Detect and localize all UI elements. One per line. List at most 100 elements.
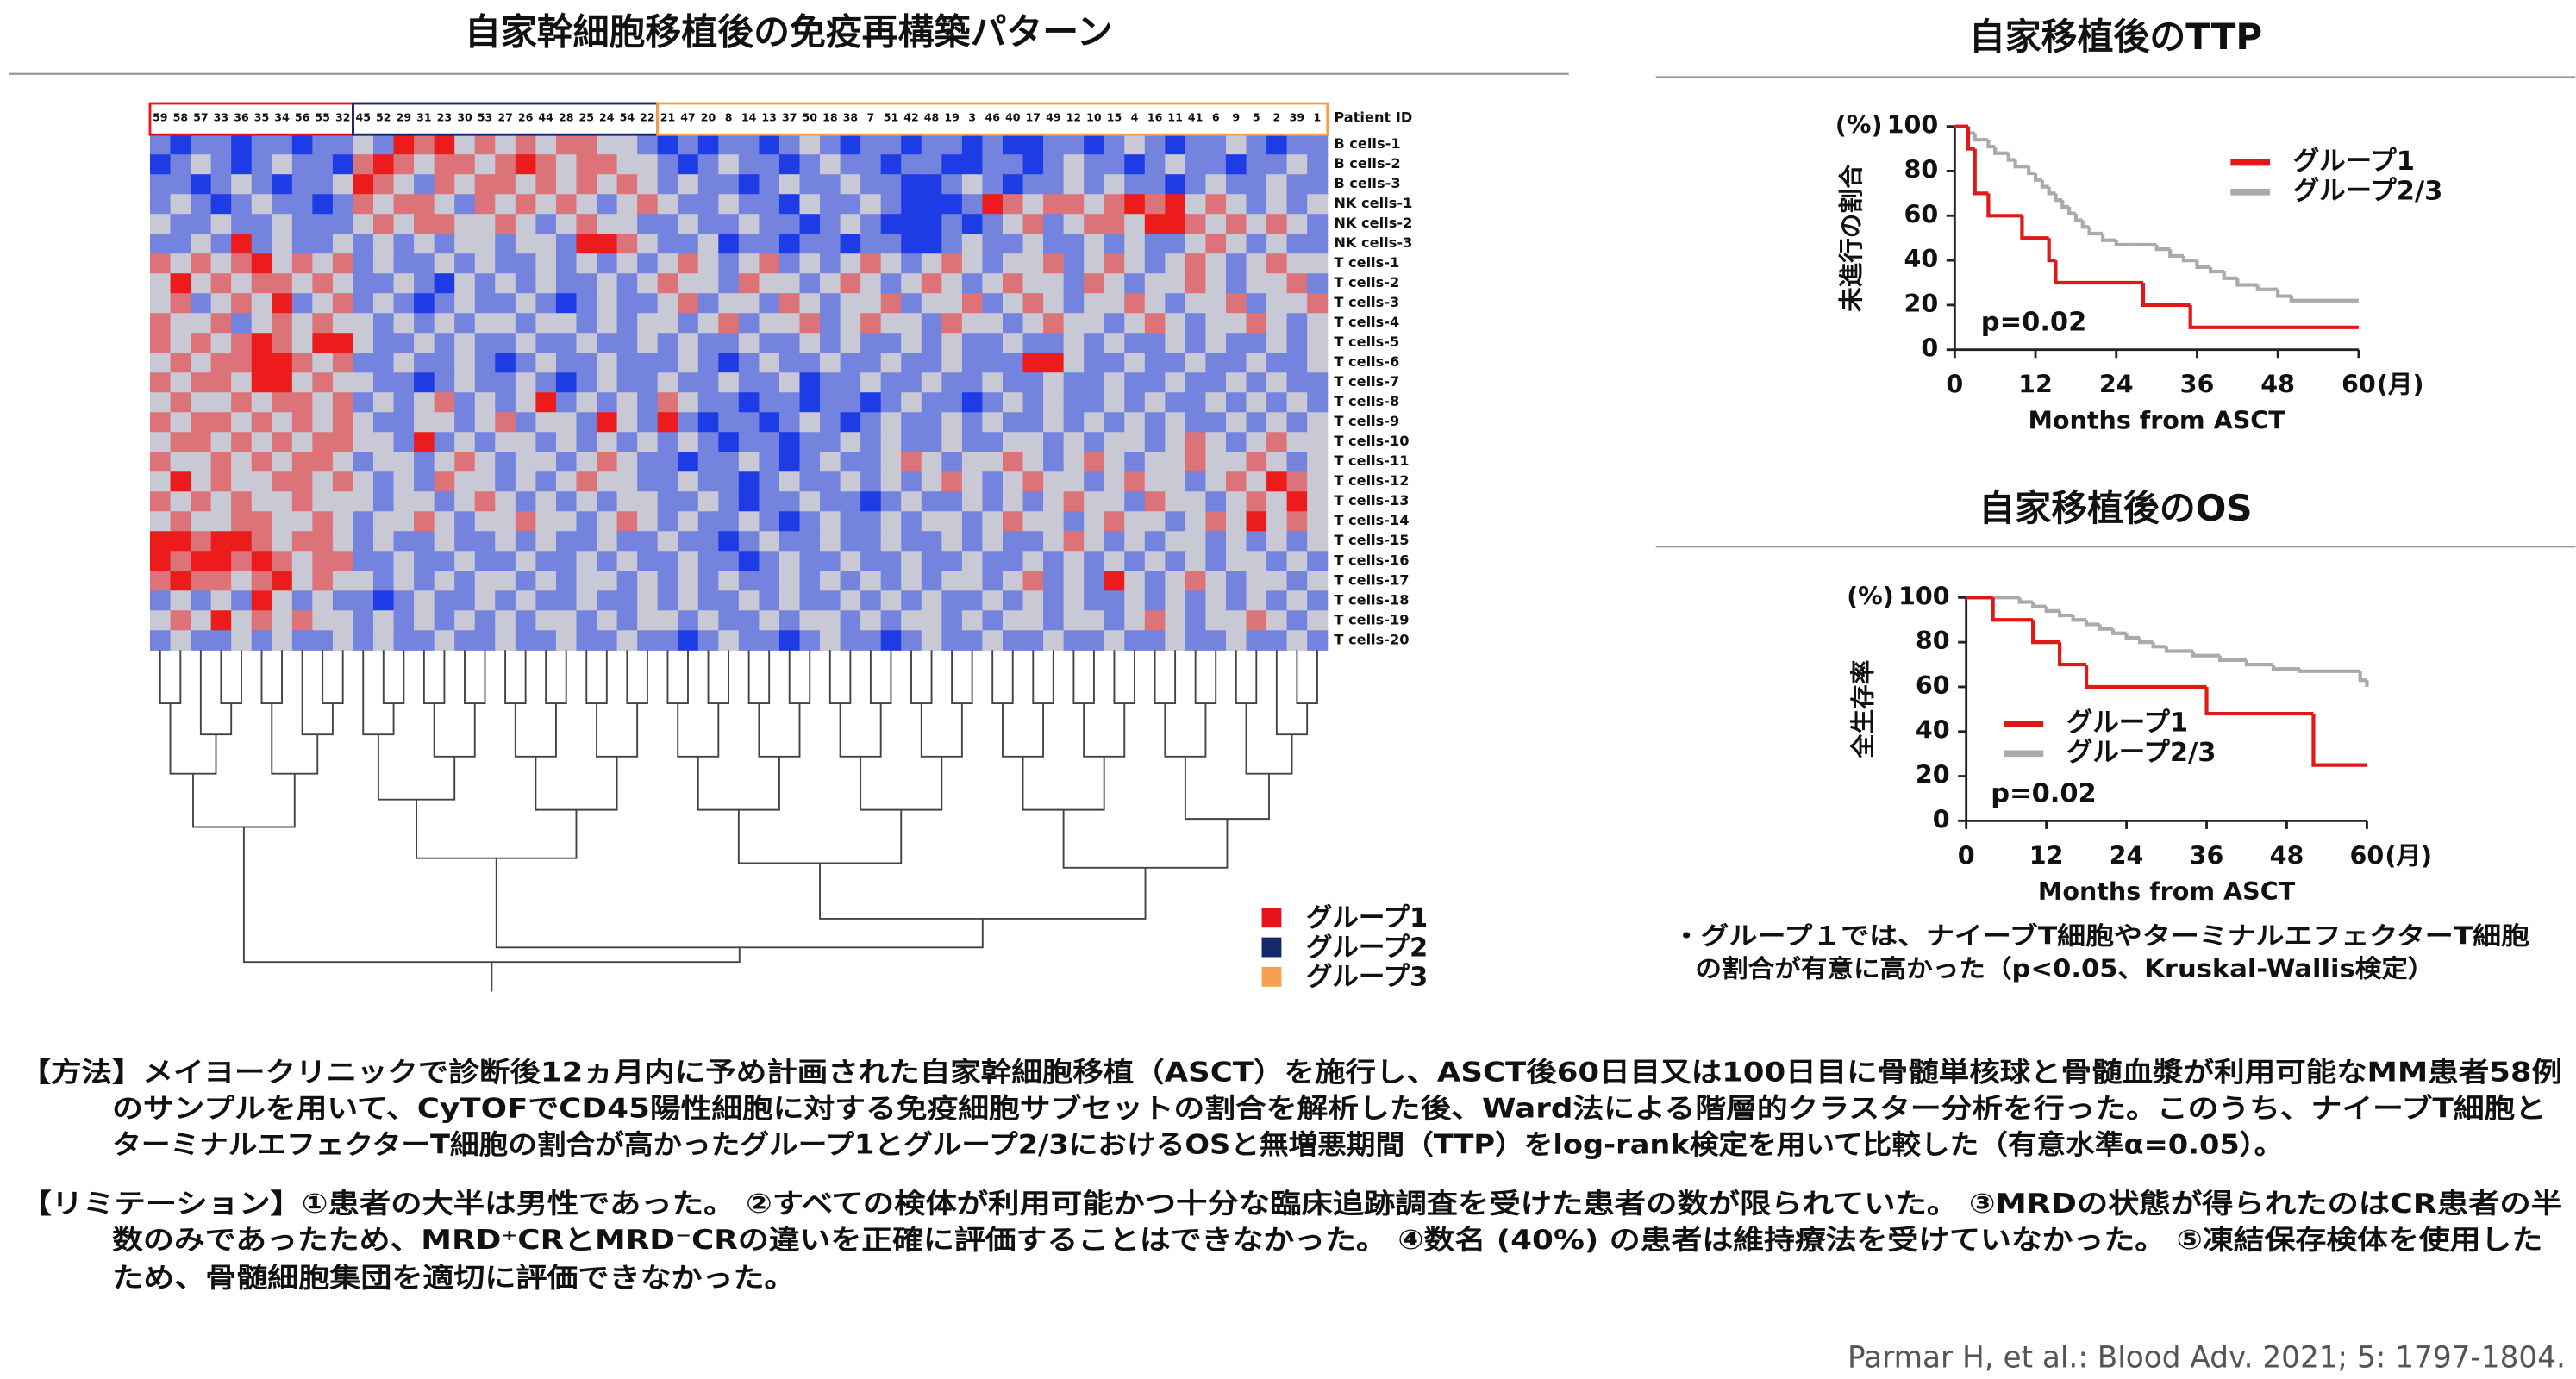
heat-cell [901,571,922,591]
heat-cell [191,491,212,512]
heat-cell [170,372,191,393]
heat-cell [495,531,516,552]
x-axis-title: Months from ASCT [2038,877,2296,906]
heat-cell [191,392,212,413]
patient-id: 27 [497,111,512,124]
heat-cell [576,551,597,571]
heat-cell [901,293,922,314]
heat-cell [1084,551,1105,571]
heat-cell [1165,511,1186,532]
heat-cell [880,214,902,234]
heat-cell [1266,134,1288,155]
heat-cell [353,134,374,155]
heat-cell [414,452,435,472]
heat-cell [332,333,354,353]
heat-cell [1124,174,1146,195]
heat-cell [210,234,232,254]
dendrogram-link [910,650,933,705]
survival-step [2168,249,2184,259]
heat-cell [576,610,597,631]
dendrogram-link [1022,756,1105,811]
heat-cell [210,372,232,393]
heat-cell [414,134,435,155]
heat-cell [251,630,272,651]
heat-cell [961,293,983,314]
heat-cell [982,571,1004,591]
heat-cell [657,412,678,433]
heat-cell [474,273,496,294]
heat-cell [738,471,760,492]
heat-cell [1185,630,1207,651]
row-label: T cells-17 [1334,571,1409,588]
heat-cell [820,511,841,532]
heat-cell [291,293,313,314]
heat-cell [191,273,212,294]
heat-cell [414,471,435,492]
heat-cell [1307,134,1329,155]
y-tick-label: 80 [1904,154,1939,184]
heat-cell [515,590,536,611]
heat-cell [1144,372,1166,393]
heat-cell [738,531,760,552]
heat-cell [150,293,172,314]
heat-cell [150,471,172,492]
heat-cell [373,551,395,571]
heat-cell [474,571,496,591]
heat-cell [1266,551,1288,571]
heat-cell [718,194,740,215]
heat-cell [1185,194,1207,215]
heat-cell [921,471,942,492]
heat-cell [616,551,638,571]
heat-cell [373,571,395,591]
dendrogram-link [422,650,446,705]
heat-cell [860,313,882,334]
y-tick-label: 100 [1898,581,1950,610]
heat-cell [1084,353,1105,373]
heat-cell [1124,590,1146,611]
dendrogram-link [1245,703,1293,775]
heat-cell [1185,313,1207,334]
heat-cell [1286,333,1308,353]
heat-cell [291,432,313,452]
heat-cell [901,471,922,492]
heat-cell [597,452,618,472]
heat-cell [535,253,557,274]
heat-cell [535,353,557,373]
heat-cell [616,610,638,631]
heat-cell [170,432,191,452]
heat-cell [170,551,191,571]
heat-cell [170,392,191,413]
heat-cell [1246,630,1267,651]
heat-cell [678,253,699,274]
heat-cell [697,253,719,274]
heat-cell [535,610,557,631]
heat-cell [251,174,272,195]
heat-cell [535,432,557,452]
heat-cell [1246,234,1267,254]
heat-cell [454,253,476,274]
heat-cell [434,214,455,234]
heat-cell [1002,372,1024,393]
row-label: T cells-11 [1334,452,1409,469]
heat-cell [1084,471,1105,492]
heat-cell [1144,471,1166,492]
dendrogram-link [585,650,608,705]
heat-cell [555,571,578,591]
heat-cell [738,452,760,472]
heat-cell [759,154,780,175]
heat-cell [312,571,334,591]
x-tick-label: 60 [2342,370,2376,399]
heat-cell [1205,194,1227,215]
survival-step [2235,278,2258,287]
heat-cell [1124,313,1146,334]
patient-id: 23 [437,111,452,124]
heat-cell [1022,491,1044,512]
heat-cell [759,432,780,452]
heat-cell [251,333,272,353]
heat-cell [535,511,557,532]
heat-cell [515,293,536,314]
legend-swatch [1261,966,1282,987]
heat-cell [393,630,415,651]
heat-cell [1022,630,1044,651]
row-label: T cells-8 [1334,393,1399,409]
